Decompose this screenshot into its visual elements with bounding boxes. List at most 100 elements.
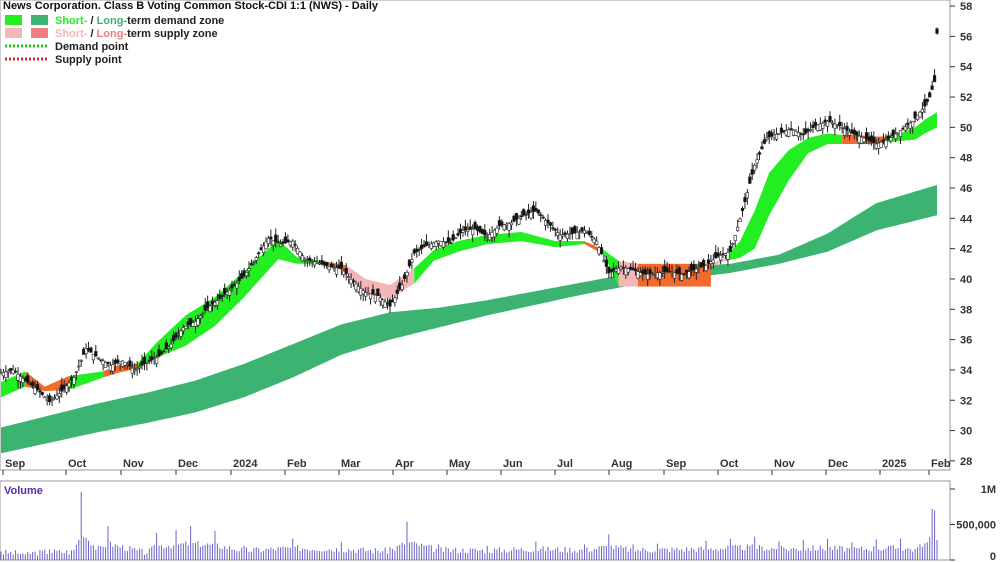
long-term-demand-band: [1, 185, 937, 454]
price-bar-body: [507, 223, 511, 231]
price-bar-body: [128, 360, 132, 367]
price-bar-body: [315, 261, 319, 264]
price-bar-body: [633, 268, 638, 272]
price-bar-body: [235, 282, 239, 289]
price-bar-body: [162, 350, 166, 353]
price-bar-body: [388, 299, 392, 307]
price-bar-body: [227, 289, 232, 296]
price-bar-body: [553, 228, 557, 231]
price-bar-body: [106, 361, 110, 365]
price-bar-body: [395, 289, 399, 294]
price-bar-body: [74, 371, 78, 374]
price-bar-body: [252, 261, 256, 263]
price-bar-body: [524, 213, 528, 216]
short-term-zone-segment-4: [137, 239, 322, 369]
date-tick-label: Dec: [178, 458, 198, 470]
price-bar-body: [449, 242, 453, 244]
price-bar-body: [77, 365, 81, 368]
price-bar-body: [150, 356, 154, 361]
price-bar-body: [325, 262, 329, 267]
price-bar-body: [884, 140, 888, 148]
price-bar-body: [519, 215, 523, 218]
price-bar-body: [407, 259, 412, 267]
legend-point-label: Demand point: [55, 41, 129, 53]
price-bar-body: [889, 137, 893, 142]
price-bar-body: [745, 192, 749, 199]
price-bar-body: [424, 241, 429, 246]
volume-tick-label: 0: [990, 551, 996, 562]
price-bar-body: [468, 226, 472, 230]
price-bar-body: [57, 392, 61, 397]
price-bar-body: [237, 277, 241, 282]
date-tick-label: Nov: [123, 458, 145, 470]
price-bar-body: [728, 245, 732, 252]
price-bar-body: [327, 266, 331, 271]
price-bar-body: [43, 396, 47, 399]
price-bar-body: [94, 351, 98, 357]
price-bar-body: [247, 268, 251, 272]
price-bar-body: [50, 399, 54, 401]
price-bar-body: [492, 229, 497, 238]
price-bar-body: [665, 267, 669, 272]
date-tick-label: Sep: [666, 458, 686, 470]
price-bar-body: [276, 241, 280, 244]
price-bar-body: [672, 272, 677, 279]
price-bar-body: [616, 267, 621, 274]
price-bar-body: [719, 255, 723, 261]
price-bar-body: [137, 366, 142, 369]
legend-rest-text: term supply zone: [127, 28, 217, 40]
legend-point-label: Supply point: [55, 54, 122, 66]
price-bar-body: [48, 395, 52, 403]
price-tick-label: 28: [960, 456, 972, 468]
short-term-zone-segment-7: [414, 232, 585, 284]
price-bar-body: [704, 265, 708, 272]
volume-tick-label: 500,000: [956, 520, 996, 532]
price-bar-body: [915, 114, 920, 120]
volume-panel-label: Volume: [4, 485, 43, 497]
price-bar-body: [825, 120, 830, 127]
short-term-zone-segment-9: [603, 250, 619, 287]
price-bar-body: [434, 241, 438, 247]
date-tick-label: Oct: [68, 458, 87, 470]
price-bar-body: [383, 301, 387, 308]
price-bar-body: [502, 224, 506, 231]
price-bar-body: [726, 252, 730, 260]
price-bar-body: [509, 222, 514, 226]
volume-bars: [0, 491, 938, 560]
price-bar-body: [838, 121, 842, 127]
price-bar-body: [748, 176, 752, 184]
price-bar-body: [376, 288, 380, 296]
price-bar-body: [539, 214, 543, 216]
price-bar-body: [456, 233, 460, 236]
legend-rest-text: term demand zone: [127, 15, 224, 27]
price-tick-label: 34: [960, 365, 973, 377]
price-bar-body: [923, 99, 927, 107]
price-bar-body: [215, 300, 219, 306]
price-bar-body: [716, 252, 720, 257]
price-bar-body: [845, 126, 849, 131]
volume-tick-label: 1M: [981, 484, 996, 496]
price-bar-body: [189, 318, 193, 325]
price-bar-body: [271, 240, 275, 246]
price-bar-body: [770, 132, 774, 137]
price-bar-body: [694, 268, 698, 273]
price-bar-body: [813, 121, 818, 127]
price-bar-body: [33, 387, 37, 394]
price-bar-body: [351, 280, 356, 283]
price-bar-body: [843, 128, 847, 136]
legend-long-text: Long-: [97, 28, 128, 40]
price-bar-body: [308, 257, 312, 261]
price-bar-body: [254, 257, 258, 261]
price-bar-body: [133, 369, 137, 372]
price-bar-body: [223, 287, 227, 295]
price-bar-body: [40, 392, 44, 395]
price-bar-body: [451, 234, 455, 241]
price-bar-body: [765, 137, 769, 140]
price-bar-body: [135, 368, 139, 370]
price-bar-body: [72, 377, 76, 385]
price-bar-body: [774, 134, 779, 140]
price-bar-body: [266, 237, 271, 244]
price-bar-body: [522, 209, 526, 216]
price-bar-body: [84, 348, 88, 354]
